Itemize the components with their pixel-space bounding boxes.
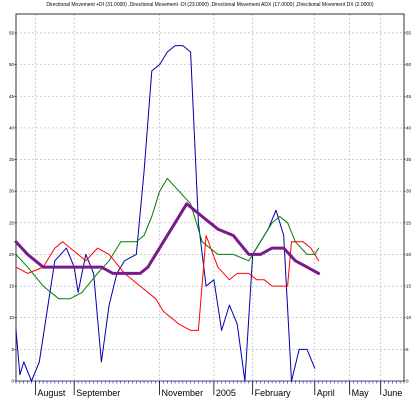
chart-title: Directional Movement +DI (31.0000) ,Dire… bbox=[46, 2, 374, 8]
y-tick-label-left: 50 bbox=[9, 62, 15, 67]
series-line-2 bbox=[15, 178, 320, 300]
y-tick-label-right: 50 bbox=[406, 62, 412, 67]
y-tick-label-right: 0 bbox=[406, 379, 409, 384]
y-tick-label-left: 30 bbox=[9, 189, 15, 194]
x-month-label: August bbox=[37, 388, 66, 398]
y-tick-label-left: 45 bbox=[9, 94, 15, 99]
y-tick-label-left: 40 bbox=[9, 125, 15, 130]
plot-frame bbox=[15, 13, 405, 382]
series-line-4 bbox=[14, 202, 321, 275]
series-line-1 bbox=[15, 45, 316, 382]
x-month-label: June bbox=[383, 388, 403, 398]
y-tick-label-left: 25 bbox=[9, 220, 15, 225]
y-tick-label-right: 45 bbox=[406, 94, 412, 99]
y-tick-label-right: 30 bbox=[406, 189, 412, 194]
y-tick-label-right: 25 bbox=[406, 220, 412, 225]
x-month-label: May bbox=[352, 388, 370, 398]
y-tick-label-left: 5 bbox=[11, 347, 14, 352]
y-tick-label-left: 0 bbox=[11, 379, 14, 384]
grid-lines bbox=[16, 14, 404, 382]
x-month-label: November bbox=[162, 388, 204, 398]
y-tick-label-right: 40 bbox=[406, 125, 412, 130]
y-tick-label-right: 15 bbox=[406, 284, 412, 289]
series-lines bbox=[14, 45, 321, 382]
x-month-label: April bbox=[317, 388, 335, 398]
y-tick-label-right: 10 bbox=[406, 315, 412, 320]
y-tick-label-right: 35 bbox=[406, 157, 412, 162]
series-line-3 bbox=[15, 235, 320, 331]
y-tick-label-right: 5 bbox=[406, 347, 409, 352]
axes bbox=[14, 13, 406, 395]
y-tick-label-left: 35 bbox=[9, 157, 15, 162]
y-tick-label-left: 15 bbox=[9, 284, 15, 289]
x-month-label: February bbox=[255, 388, 292, 398]
x-month-label: 2005 bbox=[216, 388, 236, 398]
x-month-label: September bbox=[76, 388, 120, 398]
y-tick-label-left: 10 bbox=[9, 315, 15, 320]
y-tick-label-right: 20 bbox=[406, 252, 412, 257]
y-tick-label-left: 55 bbox=[9, 30, 15, 35]
y-tick-label-right: 55 bbox=[406, 30, 412, 35]
y-tick-label-left: 20 bbox=[9, 252, 15, 257]
